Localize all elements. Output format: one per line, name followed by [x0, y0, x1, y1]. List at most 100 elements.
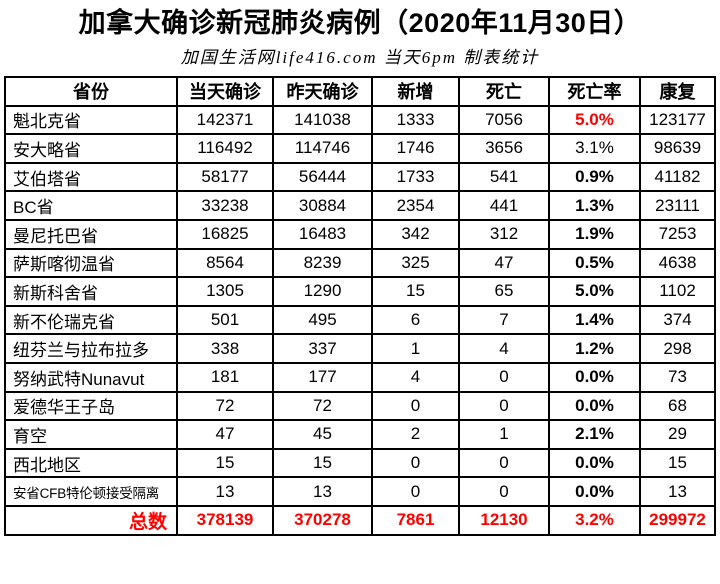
cell-new: 2 [371, 419, 460, 450]
cell-deaths: 0 [458, 476, 550, 507]
table-row: 新不伦瑞克省 501 495 6 7 1.4% 374 [4, 304, 716, 336]
cell-death-rate: 0.5% [548, 247, 641, 279]
cell-new: 2354 [371, 190, 460, 221]
cell-deaths: 0 [458, 390, 550, 422]
total-label: 总数 [4, 504, 178, 536]
cell-yesterday: 337 [272, 333, 373, 364]
cell-deaths: 3656 [458, 133, 550, 164]
cell-new: 1333 [371, 104, 460, 136]
total-deaths: 12130 [458, 504, 550, 536]
cell-death-rate: 0.9% [548, 161, 641, 193]
cell-new: 1 [371, 333, 460, 364]
table-row: 新斯科舍省 1305 1290 15 65 5.0% 1102 [4, 276, 716, 307]
cell-province: 魁北克省 [4, 104, 178, 136]
cell-yesterday: 16483 [272, 218, 373, 250]
cell-deaths: 7056 [458, 104, 550, 136]
cell-yesterday: 8239 [272, 247, 373, 279]
cell-deaths: 47 [458, 247, 550, 279]
cell-recovered: 7253 [639, 218, 716, 250]
cell-province: 安大略省 [4, 133, 178, 164]
table-row: 爱德华王子岛 72 72 0 0 0.0% 68 [4, 390, 716, 422]
cell-province: 艾伯塔省 [4, 161, 178, 193]
cell-death-rate: 5.0% [548, 276, 641, 307]
cell-today: 33238 [176, 190, 274, 221]
cell-deaths: 541 [458, 161, 550, 193]
cell-yesterday: 45 [272, 419, 373, 450]
cell-new: 1733 [371, 161, 460, 193]
cell-today: 72 [176, 390, 274, 422]
header-yesterday: 昨天确诊 [272, 76, 373, 107]
cell-death-rate: 0.0% [548, 447, 641, 479]
cell-death-rate: 2.1% [548, 419, 641, 450]
cell-today: 1305 [176, 276, 274, 307]
table-row: 纽芬兰与拉布拉多 338 337 1 4 1.2% 298 [4, 333, 716, 364]
cell-province: 曼尼托巴省 [4, 218, 178, 250]
cell-deaths: 441 [458, 190, 550, 221]
table-row: 安大略省 116492 114746 1746 3656 3.1% 98639 [4, 133, 716, 164]
cell-recovered: 98639 [639, 133, 716, 164]
cell-province: 新不伦瑞克省 [4, 304, 178, 336]
cell-deaths: 0 [458, 447, 550, 479]
cell-recovered: 374 [639, 304, 716, 336]
cell-deaths: 1 [458, 419, 550, 450]
total-today: 378139 [176, 504, 274, 536]
cell-yesterday: 495 [272, 304, 373, 336]
total-recovered: 299972 [639, 504, 716, 536]
cell-today: 16825 [176, 218, 274, 250]
cell-yesterday: 30884 [272, 190, 373, 221]
cell-recovered: 73 [639, 361, 716, 393]
cell-deaths: 65 [458, 276, 550, 307]
cell-new: 15 [371, 276, 460, 307]
cell-recovered: 29 [639, 419, 716, 450]
cell-province: 西北地区 [4, 447, 178, 479]
total-new: 7861 [371, 504, 460, 536]
header-new: 新增 [371, 76, 460, 107]
cell-recovered: 41182 [639, 161, 716, 193]
cell-yesterday: 56444 [272, 161, 373, 193]
cell-new: 1746 [371, 133, 460, 164]
cell-death-rate: 1.4% [548, 304, 641, 336]
cell-recovered: 23111 [639, 190, 716, 221]
table-row: 西北地区 15 15 0 0 0.0% 15 [4, 447, 716, 479]
cell-today: 15 [176, 447, 274, 479]
cell-recovered: 1102 [639, 276, 716, 307]
cell-deaths: 4 [458, 333, 550, 364]
cell-province: 萨斯喀彻温省 [4, 247, 178, 279]
cell-today: 47 [176, 419, 274, 450]
cell-new: 0 [371, 390, 460, 422]
cell-today: 58177 [176, 161, 274, 193]
total-yesterday: 370278 [272, 504, 373, 536]
header-province: 省份 [4, 76, 178, 107]
cell-today: 181 [176, 361, 274, 393]
table-row: BC省 33238 30884 2354 441 1.3% 23111 [4, 190, 716, 221]
cell-province: 爱德华王子岛 [4, 390, 178, 422]
cell-yesterday: 1290 [272, 276, 373, 307]
header-deaths: 死亡 [458, 76, 550, 107]
cell-death-rate: 3.1% [548, 133, 641, 164]
header-recovered: 康复 [639, 76, 716, 107]
cell-death-rate: 1.3% [548, 190, 641, 221]
cell-province: 纽芬兰与拉布拉多 [4, 333, 178, 364]
cell-recovered: 123177 [639, 104, 716, 136]
cell-new: 6 [371, 304, 460, 336]
cell-death-rate: 0.0% [548, 390, 641, 422]
cell-new: 0 [371, 447, 460, 479]
table-row: 育空 47 45 2 1 2.1% 29 [4, 419, 716, 450]
cell-deaths: 312 [458, 218, 550, 250]
cell-province: 努纳武特Nunavut [4, 361, 178, 393]
cell-today: 13 [176, 476, 274, 507]
cell-today: 142371 [176, 104, 274, 136]
total-row: 总数 378139 370278 7861 12130 3.2% 299972 [4, 504, 716, 536]
cell-death-rate: 5.0% [548, 104, 641, 136]
table-row: 安省CFB特伦顿接受隔离 13 13 0 0 0.0% 13 [4, 476, 716, 507]
cell-recovered: 68 [639, 390, 716, 422]
cell-today: 116492 [176, 133, 274, 164]
cell-death-rate: 1.2% [548, 333, 641, 364]
cell-yesterday: 141038 [272, 104, 373, 136]
cell-new: 0 [371, 476, 460, 507]
cell-yesterday: 72 [272, 390, 373, 422]
table-body: 魁北克省 142371 141038 1333 7056 5.0% 123177 安大略省 11… [4, 104, 716, 507]
table-row: 艾伯塔省 58177 56444 1733 541 0.9% 41182 [4, 161, 716, 193]
cell-new: 4 [371, 361, 460, 393]
subtitle: 加国生活网life416.com 当天6pm 制表统计 [180, 48, 540, 67]
